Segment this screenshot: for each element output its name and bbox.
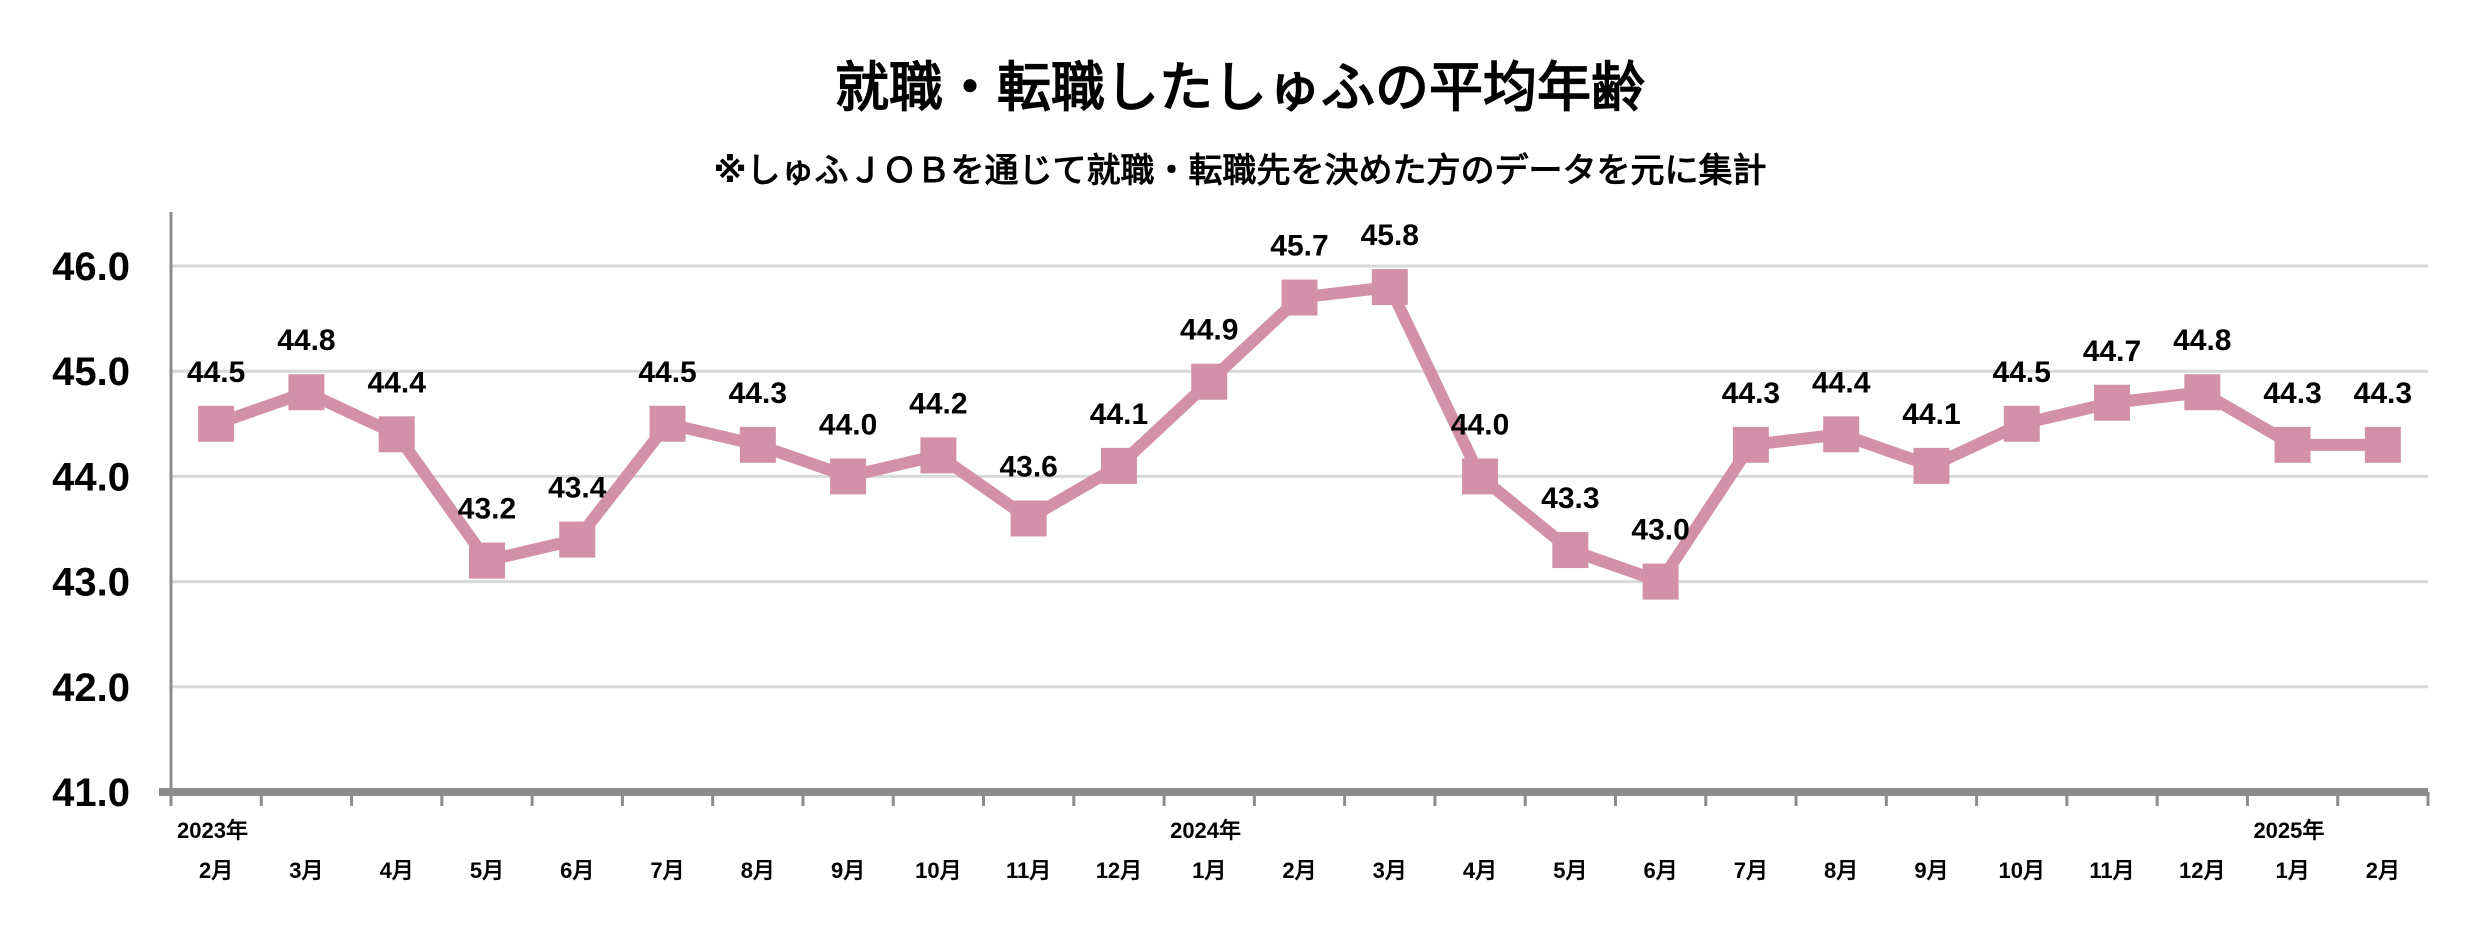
data-point-marker: [1462, 458, 1499, 495]
y-tick-label: 41.0: [52, 771, 130, 815]
data-point-marker: [468, 542, 505, 579]
data-label: 43.0: [1631, 514, 1689, 547]
data-label: 44.9: [1180, 314, 1238, 347]
x-tick-label: 6月: [1643, 858, 1677, 883]
x-tick-label: 2月: [1282, 858, 1316, 883]
data-label: 44.8: [277, 324, 335, 357]
x-tick-label: 8月: [1824, 858, 1858, 883]
data-point-marker: [378, 416, 415, 453]
chart-subtitle: ※しゅふＪＯＢを通じて就職・転職先を決めた方のデータを元に集計: [713, 151, 1766, 190]
data-label: 44.7: [2083, 335, 2141, 368]
data-label: 44.2: [909, 387, 967, 420]
data-label: 44.0: [1451, 408, 1509, 441]
x-tick-label: 8月: [741, 858, 775, 883]
y-tick-label: 45.0: [52, 350, 130, 394]
data-point-marker: [2003, 405, 2040, 442]
x-tick-label: 12月: [2179, 858, 2225, 883]
data-point-marker: [1732, 426, 1769, 463]
data-label: 44.3: [2263, 377, 2321, 410]
x-tick-label: 12月: [1096, 858, 1142, 883]
x-tick-label: 4月: [380, 858, 414, 883]
x-tick-label: 5月: [470, 858, 504, 883]
x-tick-label: 5月: [1553, 858, 1587, 883]
x-tick-label: 1月: [1192, 858, 1226, 883]
year-label: 2025年: [2253, 818, 2324, 843]
data-label: 44.0: [819, 408, 877, 441]
data-label: 45.7: [1270, 230, 1328, 263]
data-label: 44.5: [638, 356, 696, 389]
x-axis-ticks: 2月 3月 4月 5月 6月 7月 8月 9月 10月 11月 12月 1月 2月 3月 4月 5月 6月 7月 8…: [177, 818, 2400, 883]
data-point-marker: [1552, 532, 1589, 569]
data-point-marker: [1100, 447, 1137, 484]
x-tick-label: 2月: [199, 858, 233, 883]
data-point-marker: [649, 405, 686, 442]
data-point-marker: [2184, 374, 2221, 411]
x-tick-label: 9月: [1914, 858, 1948, 883]
data-label: 44.4: [368, 366, 427, 399]
x-tick-label: 9月: [831, 858, 865, 883]
x-tick-label: 10月: [915, 858, 961, 883]
data-point-marker: [2274, 426, 2311, 463]
year-label: 2023年: [177, 818, 248, 843]
data-label: 43.2: [458, 493, 516, 526]
y-tick-label: 46.0: [52, 245, 130, 289]
x-tick-label: 7月: [1734, 858, 1768, 883]
data-labels: 44.5 44.8 44.4 43.2 43.4 44.5 44.3 44.0 44.2 43.6…: [187, 219, 2412, 547]
series-line: [198, 269, 2401, 600]
data-label: 43.3: [1541, 482, 1599, 515]
data-label: 44.8: [2173, 324, 2231, 357]
data-point-marker: [1913, 447, 1950, 484]
x-tick-label: 4月: [1463, 858, 1497, 883]
x-tick-label: 3月: [289, 858, 323, 883]
data-label: 43.4: [548, 472, 607, 505]
data-label: 44.5: [1993, 356, 2051, 389]
y-axis-ticks: 41.0 42.0 43.0 44.0 45.0 46.0: [52, 245, 130, 815]
data-point-marker: [1281, 279, 1318, 316]
gridlines: [171, 264, 2428, 689]
data-label: 44.3: [2354, 377, 2412, 410]
data-point-marker: [1191, 363, 1228, 400]
y-tick-label: 43.0: [52, 561, 130, 605]
y-tick-label: 42.0: [52, 666, 130, 710]
data-point-marker: [2364, 426, 2401, 463]
x-tick-label: 1月: [2275, 858, 2309, 883]
data-point-marker: [920, 437, 957, 474]
x-tick-label: 11月: [2089, 858, 2134, 883]
x-tick-label: 6月: [560, 858, 594, 883]
data-label: 44.3: [1722, 377, 1780, 410]
chart-title: 就職・転職したしゅふの平均年齢: [835, 58, 1645, 118]
data-point-marker: [830, 458, 867, 495]
data-point-marker: [1823, 416, 1860, 453]
x-tick-label: 7月: [650, 858, 684, 883]
x-tick-label: 3月: [1373, 858, 1407, 883]
data-point-marker: [198, 405, 235, 442]
data-point-marker: [2094, 384, 2131, 421]
year-label: 2024年: [1170, 818, 1241, 843]
data-point-marker: [739, 426, 776, 463]
series-line-path: [214, 281, 2383, 588]
x-tick-label: 2月: [2366, 858, 2400, 883]
data-point-marker: [1642, 563, 1679, 600]
y-tick-label: 44.0: [52, 455, 130, 499]
axes: [159, 212, 2430, 806]
data-label: 44.1: [1902, 398, 1960, 431]
data-label: 43.6: [999, 450, 1057, 483]
data-label: 44.3: [729, 377, 787, 410]
data-point-marker: [1371, 269, 1408, 306]
data-point-marker: [288, 374, 325, 411]
data-point-marker: [559, 521, 596, 558]
data-label: 44.1: [1090, 398, 1148, 431]
data-label: 44.5: [187, 356, 245, 389]
x-tick-label: 10月: [1998, 858, 2044, 883]
data-label: 44.4: [1812, 366, 1871, 399]
data-point-marker: [1010, 500, 1047, 537]
data-label: 45.8: [1361, 219, 1419, 252]
x-tick-label: 11月: [1006, 858, 1051, 883]
